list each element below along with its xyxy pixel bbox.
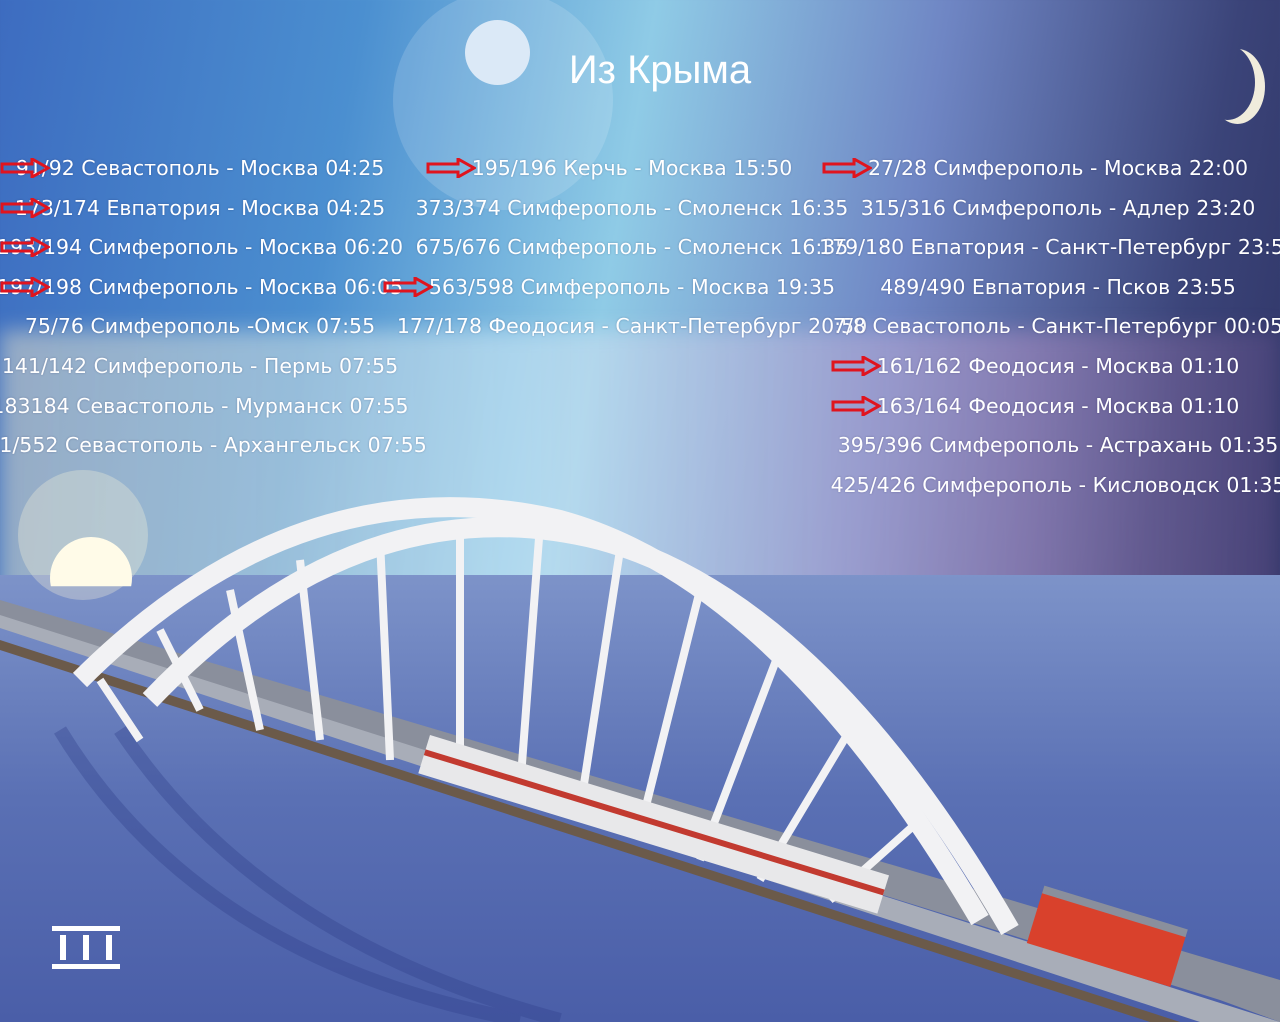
schedule-entry: 315/316 Симферополь - Адлер 23:20 [860, 195, 1256, 220]
schedule-entry: 163/164 Феодосия - Москва 01:10 [876, 393, 1240, 418]
schedule-entry: 141/142 Симферополь - Пермь 07:55 [1, 354, 399, 378]
page-title: Из Крыма [568, 48, 752, 92]
right-arrow-icon [383, 276, 433, 297]
right-arrow-icon [822, 158, 872, 178]
schedule-entry: 563/598 Симферополь - Москва 19:35 [428, 274, 836, 299]
right-arrow-icon [0, 276, 50, 297]
schedule-entry: 675/676 Симферополь - Смоленск 16:35 [415, 235, 849, 260]
bridge-arches [72, 497, 1019, 935]
schedule-entry: 193/194 Симферополь - Москва 06:20 [0, 235, 404, 260]
schedule-entry: 75/76 Симферополь -Омск 07:55 [24, 314, 376, 339]
right-arrow-icon [0, 197, 50, 218]
schedule-entry: 197/198 Симферополь - Москва 06:05 [0, 274, 404, 299]
train [418, 735, 1188, 987]
schedule-entry: 173/174 Евпатория - Москва 04:25 [14, 195, 386, 220]
schedule-entry: 551/552 Севастополь - Архангельск 07:55 [0, 433, 427, 458]
right-arrow-icon [0, 158, 50, 178]
schedule-entry: 395/396 Симферополь - Астрахань 01:35 [837, 433, 1279, 458]
schedule-entry: 489/490 Евпатория - Псков 23:55 [880, 274, 1236, 299]
schedule-entry: 177/178 Феодосия - Санкт-Петербург 20:50 [396, 314, 868, 339]
right-arrow-icon [426, 158, 476, 178]
crimean-bridge-illustration [0, 497, 1280, 1022]
rail-track [0, 640, 1180, 1022]
locomotive [1026, 885, 1188, 987]
bridge-reflection [54, 726, 562, 1022]
schedule-entry: 425/426 Симферополь - Кисловодск 01:35 [830, 472, 1280, 497]
schedule-entry: 7/8 Севастополь - Санкт-Петербург 00:05 [832, 314, 1280, 339]
schedule-entry: 161/162 Феодосия - Москва 01:10 [876, 354, 1240, 378]
columns-logo-icon [52, 926, 120, 969]
right-arrow-icon [831, 356, 881, 376]
schedule-entry: 195/196 Керчь - Москва 15:50 [471, 156, 793, 180]
schedule-entry: 91/92 Севастополь - Москва 04:25 [15, 156, 385, 180]
schedule-entry: 373/374 Симферополь - Смоленск 16:35 [415, 195, 849, 220]
right-arrow-icon [0, 237, 50, 258]
schedule-entry: 179/180 Евпатория - Санкт-Петербург 23:5… [818, 235, 1280, 260]
schedule-entry: 183184 Севастополь - Мурманск 07:55 [0, 393, 409, 418]
moon [465, 20, 530, 85]
schedule-entry: 27/28 Симферополь - Москва 22:00 [867, 156, 1249, 180]
right-arrow-icon [831, 395, 881, 416]
